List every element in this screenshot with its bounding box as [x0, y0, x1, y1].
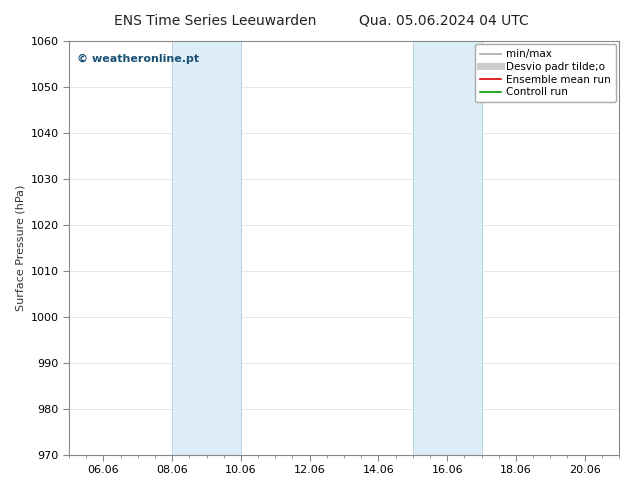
Bar: [413, 41, 482, 455]
Y-axis label: Surface Pressure (hPa): Surface Pressure (hPa): [15, 185, 25, 311]
Legend: min/max, Desvio padr tilde;o, Ensemble mean run, Controll run: min/max, Desvio padr tilde;o, Ensemble m…: [475, 44, 616, 102]
Text: Qua. 05.06.2024 04 UTC: Qua. 05.06.2024 04 UTC: [359, 14, 529, 28]
Text: ENS Time Series Leeuwarden: ENS Time Series Leeuwarden: [114, 14, 317, 28]
Text: © weatheronline.pt: © weatheronline.pt: [77, 53, 200, 64]
Bar: [172, 41, 241, 455]
